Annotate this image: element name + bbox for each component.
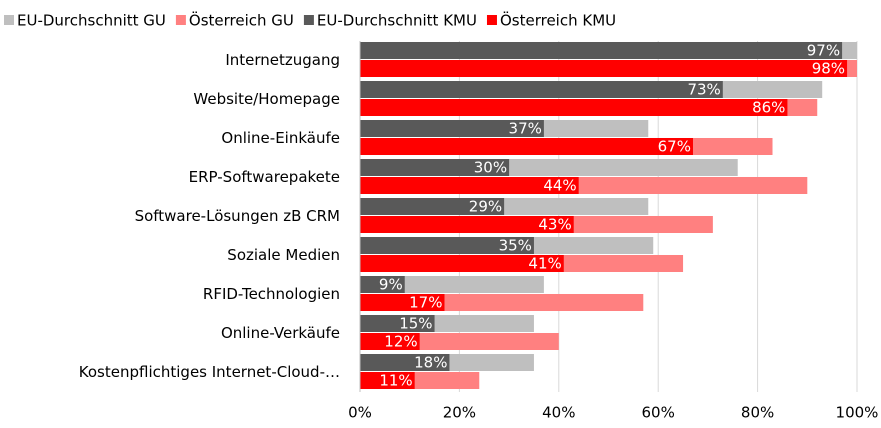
x-tick-label: 100% xyxy=(836,404,879,422)
value-label: 18% xyxy=(414,354,447,372)
category-label: Soziale Medien xyxy=(227,246,340,264)
legend-swatch xyxy=(4,15,14,25)
bar xyxy=(360,294,445,311)
category-label: Website/Homepage xyxy=(193,90,340,108)
value-label: 29% xyxy=(469,198,502,216)
bar xyxy=(360,159,510,176)
x-tick-label: 40% xyxy=(542,404,575,422)
legend-label: EU-Durchschnitt KMU xyxy=(317,12,477,30)
value-label: 73% xyxy=(687,81,720,99)
bar xyxy=(360,198,505,215)
value-label: 12% xyxy=(384,333,417,351)
category-label: Software-Lösungen zB CRM xyxy=(135,207,340,225)
x-tick-label: 20% xyxy=(443,404,476,422)
x-tick-label: 80% xyxy=(741,404,774,422)
x-tick-label: 0% xyxy=(348,404,372,422)
value-label: 15% xyxy=(399,315,432,333)
value-label: 97% xyxy=(807,42,840,60)
bar xyxy=(360,276,544,293)
category-label: Internetzugang xyxy=(225,51,340,69)
value-label: 41% xyxy=(528,255,561,273)
value-label: 44% xyxy=(543,177,576,195)
value-label: 9% xyxy=(379,276,403,294)
bar xyxy=(360,333,420,350)
bar xyxy=(360,120,544,137)
value-label: 30% xyxy=(474,159,507,177)
bar xyxy=(360,276,405,293)
legend-swatch xyxy=(175,15,186,25)
value-label: 43% xyxy=(538,216,571,234)
bar xyxy=(360,177,579,194)
bar xyxy=(360,315,435,332)
category-label: Kostenpflichtiges Internet-Cloud-… xyxy=(79,363,340,381)
bar xyxy=(360,81,723,98)
bar xyxy=(360,237,534,254)
category-label: Online-Einkäufe xyxy=(221,129,340,147)
legend-label: EU-Durchschnitt GU xyxy=(17,12,166,30)
legend-label: Österreich KMU xyxy=(500,11,616,30)
value-label: 35% xyxy=(499,237,532,255)
bar xyxy=(360,60,848,77)
value-label: 67% xyxy=(658,138,691,156)
category-label: ERP-Softwarepakete xyxy=(189,168,340,186)
value-label: 37% xyxy=(509,120,542,138)
x-tick-label: 60% xyxy=(642,404,675,422)
bar xyxy=(360,372,415,389)
bar xyxy=(360,216,574,233)
value-label: 86% xyxy=(752,99,785,117)
value-label: 98% xyxy=(812,60,845,78)
bar xyxy=(360,42,843,59)
value-label: 11% xyxy=(379,372,412,390)
bar xyxy=(360,138,693,155)
category-label: Online-Verkäufe xyxy=(221,324,340,342)
category-label: RFID-Technologien xyxy=(203,285,340,303)
bar xyxy=(360,255,564,272)
legend-swatch xyxy=(486,15,497,25)
legend-swatch xyxy=(303,15,314,25)
bar xyxy=(360,99,788,116)
value-label: 17% xyxy=(409,294,442,312)
bar xyxy=(360,354,450,371)
legend-label: Österreich GU xyxy=(189,11,294,30)
